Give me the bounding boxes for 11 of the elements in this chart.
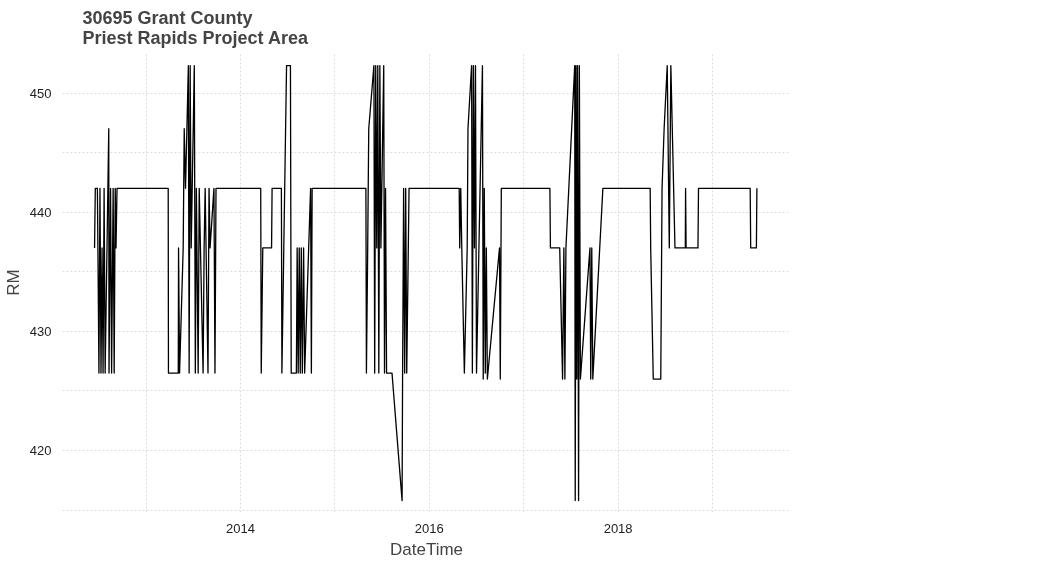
x-tick-label: 2016 — [414, 520, 444, 536]
x-axis-title: DateTime — [389, 539, 464, 559]
x-tick-label: 2014 — [226, 520, 256, 536]
y-tick-label: 450 — [29, 85, 52, 101]
line-series — [93, 64, 758, 502]
y-axis-title: RM — [3, 269, 23, 296]
y-tick-label: 420 — [29, 443, 52, 459]
x-tick-label: 2018 — [603, 520, 633, 536]
chart-title: 30695 Grant County Priest Rapids Project Area — [82, 7, 309, 48]
y-tick-label: 440 — [29, 204, 52, 220]
y-tick-label: 430 — [29, 323, 52, 339]
